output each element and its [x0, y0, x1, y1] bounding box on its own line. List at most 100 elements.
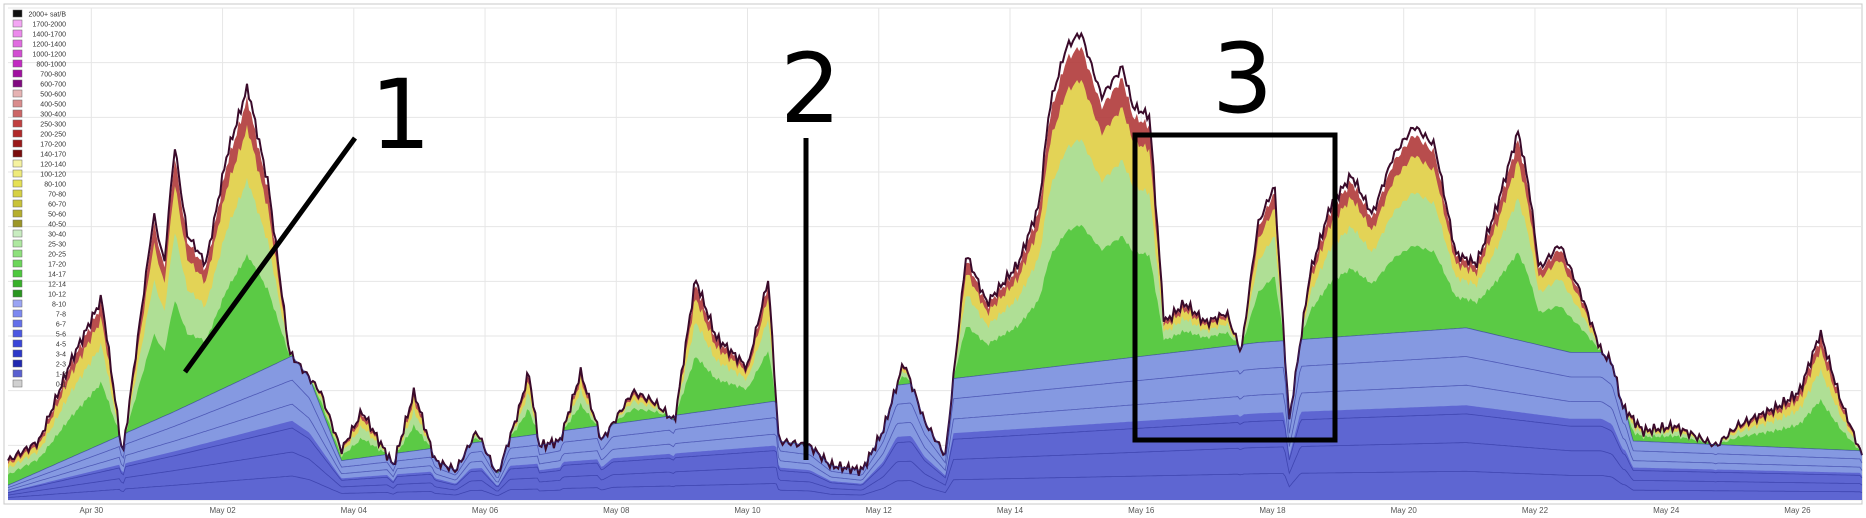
x-tick-label: May 18 [1259, 506, 1286, 515]
legend-swatch [12, 119, 23, 128]
legend-swatch [12, 359, 23, 368]
legend-swatch [12, 299, 23, 308]
legend-swatch [12, 229, 23, 238]
legend-label: 2-3 [56, 362, 66, 369]
legend-swatch [12, 349, 23, 358]
legend-swatch [12, 39, 23, 48]
legend-swatch [12, 329, 23, 338]
legend-label: 30-40 [48, 232, 66, 239]
legend-swatch [12, 79, 23, 88]
legend-label: 8-10 [52, 302, 66, 309]
legend-label: 70-80 [48, 192, 66, 199]
legend-swatch [12, 239, 23, 248]
legend-label: 1400-1700 [33, 32, 67, 39]
legend-label: 80-100 [44, 182, 66, 189]
x-axis-ticks: Apr 30 May 02 May 04 May 06 May 08 May 10 May … [80, 506, 1812, 515]
legend-label: 50-60 [48, 212, 66, 219]
legend-swatch [12, 269, 23, 278]
legend-label: 250-300 [40, 122, 66, 129]
annotation-label-3: 3 [1212, 23, 1273, 135]
blue-band-line [7, 470, 1863, 498]
legend-label: 2000+ sat/B [28, 12, 66, 19]
x-tick-label: May 26 [1784, 506, 1811, 515]
x-tick-label: May 10 [734, 506, 761, 515]
legend-label: 100-120 [40, 172, 66, 179]
legend-swatch [12, 309, 23, 318]
legend-label: 200-250 [40, 132, 66, 139]
legend-label: 14-17 [48, 272, 66, 279]
legend-swatch [12, 219, 23, 228]
legend-swatch [12, 209, 23, 218]
legend-label: 500-600 [40, 92, 66, 99]
legend-label: 140-170 [40, 152, 66, 159]
legend-swatch [12, 319, 23, 328]
legend-label: 1-2 [56, 372, 66, 379]
legend-swatch [12, 249, 23, 258]
legend-label: 400-500 [40, 102, 66, 109]
legend-swatch [12, 289, 23, 298]
annotation-label-1: 1 [370, 59, 431, 171]
x-tick-label: May 02 [209, 506, 236, 515]
legend-label: 3-4 [56, 352, 66, 359]
legend: 2000+ sat/B 1700-2000 1400-1700 1200-1400 10… [12, 9, 67, 389]
x-tick-label: Apr 30 [80, 506, 104, 515]
legend-swatch [12, 19, 23, 28]
legend-label: 1700-2000 [33, 22, 67, 29]
legend-swatch [12, 109, 23, 118]
legend-swatch [12, 59, 23, 68]
legend-label: 10-12 [48, 292, 66, 299]
legend-label: 5-6 [56, 332, 66, 339]
x-tick-label: May 24 [1653, 506, 1680, 515]
blue-band-line [7, 442, 1863, 496]
legend-swatch [12, 179, 23, 188]
legend-swatch [12, 9, 23, 18]
legend-swatch [12, 199, 23, 208]
x-tick-label: May 16 [1128, 506, 1155, 515]
legend-label: 800-1000 [36, 62, 66, 69]
legend-label: 60-70 [48, 202, 66, 209]
legend-label: 600-700 [40, 82, 66, 89]
x-tick-label: May 22 [1522, 506, 1549, 515]
legend-swatch [12, 159, 23, 168]
annotations: 1 2 3 [182, 23, 1338, 460]
legend-label: 12-14 [48, 282, 66, 289]
legend-label: 700-800 [40, 72, 66, 79]
legend-label: 120-140 [40, 162, 66, 169]
x-tick-label: May 08 [603, 506, 630, 515]
blue-band-line [7, 327, 1863, 486]
blue-band-line [7, 384, 1863, 491]
legend-swatch [12, 69, 23, 78]
legend-swatch [12, 99, 23, 108]
legend-label: 20-25 [48, 252, 66, 259]
blue-band-line [7, 413, 1863, 493]
legend-label: 170-200 [40, 142, 66, 149]
legend-label: 6-7 [56, 322, 66, 329]
legend-label: 0-1 [56, 382, 66, 389]
legend-label: 300-400 [40, 112, 66, 119]
legend-swatch [12, 29, 23, 38]
area-series-0 [8, 405, 1862, 500]
legend-swatch [12, 139, 23, 148]
legend-swatch [12, 169, 23, 178]
annotation-label-2: 2 [780, 33, 841, 145]
legend-label: 25-30 [48, 242, 66, 249]
legend-label: 40-50 [48, 222, 66, 229]
annotation-box-3 [1132, 132, 1338, 443]
legend-label: 1000-1200 [33, 52, 67, 59]
legend-swatch [12, 189, 23, 198]
x-tick-label: May 20 [1391, 506, 1418, 515]
legend-label: 17-20 [48, 262, 66, 269]
x-tick-label: May 14 [997, 506, 1024, 515]
total-outline [7, 31, 1863, 477]
x-tick-label: May 04 [341, 506, 368, 515]
legend-swatch [12, 129, 23, 138]
legend-swatch [12, 379, 23, 388]
annotation-line-1 [182, 136, 358, 374]
legend-label: 7-8 [56, 312, 66, 319]
x-tick-label: May 12 [866, 506, 893, 515]
legend-swatch [12, 369, 23, 378]
legend-swatch [12, 259, 23, 268]
legend-swatch [12, 149, 23, 158]
legend-label: 1200-1400 [33, 42, 67, 49]
